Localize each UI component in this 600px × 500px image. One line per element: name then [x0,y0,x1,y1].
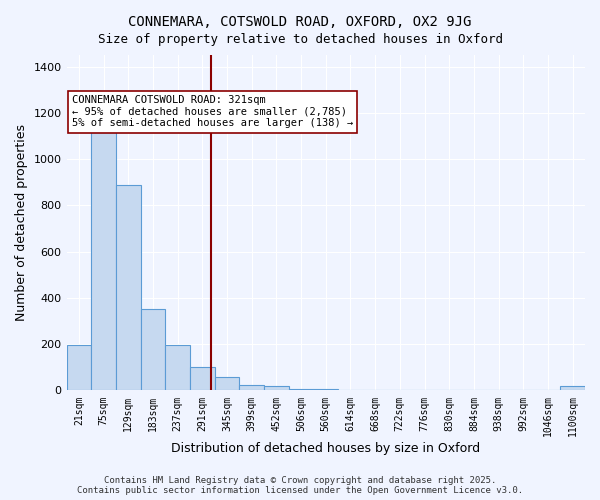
Bar [140,310,165,390]
Text: CONNEMARA COTSWOLD ROAD: 321sqm
← 95% of detached houses are smaller (2,785)
5% : CONNEMARA COTSWOLD ROAD: 321sqm ← 95% of… [72,96,353,128]
Bar [289,388,313,390]
Bar [165,346,190,391]
Bar [67,346,91,391]
Y-axis label: Number of detached properties: Number of detached properties [15,124,28,321]
Text: Contains HM Land Registry data © Crown copyright and database right 2025.
Contai: Contains HM Land Registry data © Crown c… [77,476,523,495]
Bar [264,386,289,390]
Bar [116,184,140,390]
X-axis label: Distribution of detached houses by size in Oxford: Distribution of detached houses by size … [171,442,481,455]
Bar [91,129,116,390]
Bar [215,376,239,390]
Bar [560,386,585,390]
Text: CONNEMARA, COTSWOLD ROAD, OXFORD, OX2 9JG: CONNEMARA, COTSWOLD ROAD, OXFORD, OX2 9J… [128,15,472,29]
Bar [239,384,264,390]
Text: Size of property relative to detached houses in Oxford: Size of property relative to detached ho… [97,32,503,46]
Bar [190,368,215,390]
